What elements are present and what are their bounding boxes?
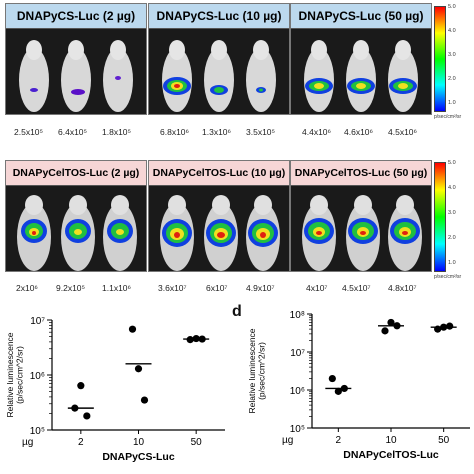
mice-image [19, 40, 133, 112]
value-label: 4.4x10⁶ [302, 127, 332, 137]
data-point [128, 325, 137, 333]
scatter-plot-pycelto: 10⁵ 10⁶ 10⁷ 10⁸ 2 10 50 µg DNAPyCelTOS-Luc Relati… [247, 310, 470, 461]
imaging-panel-bottom-3: DNAPyCelTOS-Luc (50 µg) [290, 160, 432, 272]
x-tick-label: 50 [191, 437, 203, 448]
value-label: 4.5x10⁶ [388, 127, 418, 137]
scale-tick: 2.0 [448, 76, 456, 82]
scale-tick: 3.0 [448, 210, 456, 216]
data-point [381, 327, 389, 335]
y-axis-label: Relative luminescence(p/sec/cm^2/sr) [247, 328, 266, 413]
x-axis-label: DNAPyCelTOS-Luc [343, 449, 439, 461]
color-scale-bar [434, 6, 446, 112]
data-point [77, 382, 85, 390]
scale-tick: 4.0 [448, 185, 456, 191]
value-label: 9.2x10⁵ [56, 283, 86, 293]
data-point [192, 334, 200, 343]
y-tick-label: 10⁷ [30, 316, 45, 327]
mice-image [304, 40, 418, 112]
y-tick-label: 10⁷ [290, 348, 305, 359]
value-label: 3.6x10⁷ [158, 283, 187, 293]
x-tick-label: 2 [78, 437, 84, 448]
value-label: 4.6x10⁶ [344, 127, 374, 137]
panel-title: DNAPyCelTOS-Luc (2 µg) [6, 161, 146, 186]
imaging-panel-bottom-2: DNAPyCelTOS-Luc (10 µg) [148, 160, 290, 272]
data-point [140, 396, 149, 404]
panel-title: DNAPyCS-Luc (10 µg) [149, 4, 289, 29]
color-scale-bar [434, 162, 446, 272]
x-unit-label: µg [22, 437, 33, 448]
panel-title: DNAPyCS-Luc (50 µg) [291, 4, 431, 29]
x-unit-label: µg [282, 435, 293, 446]
scale-tick: 2.0 [448, 235, 456, 241]
scale-unit: p/sec/cm²/sr [434, 274, 462, 280]
scale-tick: 4.0 [448, 28, 456, 34]
y-tick-label: 10⁶ [30, 371, 45, 382]
value-label: 2.5x10⁵ [14, 127, 44, 137]
x-tick-label: 10 [133, 437, 145, 448]
y-tick-label: 10⁶ [290, 386, 305, 397]
value-label: 2x10⁶ [16, 283, 38, 293]
y-tick-label: 10⁵ [30, 426, 45, 437]
color-scale-top: 5.0 4.0 3.0 2.0 1.0 p/sec/cm²/sr [434, 4, 474, 124]
scale-unit: p/sec/cm²/sr [434, 114, 462, 120]
y-tick-label: 10⁵ [290, 424, 305, 435]
panel-title: DNAPyCS-Luc (2 µg) [6, 4, 146, 29]
scale-tick: 1.0 [448, 260, 456, 266]
y-tick-label: 10⁸ [290, 310, 305, 321]
data-point [71, 404, 79, 412]
imaging-panel-bottom-1: DNAPyCelTOS-Luc (2 µg) [5, 160, 147, 272]
value-label: 6x10⁷ [206, 283, 228, 293]
value-label: 4.9x10⁷ [246, 283, 275, 293]
data-point [440, 323, 448, 331]
panel-title: DNAPyCelTOS-Luc (50 µg) [291, 161, 431, 186]
scatter-plot-pycs: 10⁵ 10⁶ 10⁷ 2 10 50 µg DNAPyCS-Luc Relative lumi… [5, 316, 225, 463]
data-point [328, 374, 336, 383]
data-point [387, 318, 395, 327]
data-point [434, 325, 442, 333]
color-scale-bottom: 5.0 4.0 3.0 2.0 1.0 p/sec/cm²/sr [434, 160, 474, 285]
panel-letter: d [232, 303, 242, 320]
panel-title: DNAPyCelTOS-Luc (10 µg) [149, 161, 289, 186]
value-label: 1.3x10⁶ [202, 127, 232, 137]
value-label: 6.4x10⁵ [58, 127, 88, 137]
x-axis-label: DNAPyCS-Luc [102, 451, 175, 463]
data-point [83, 412, 91, 420]
value-label: 3.5x10⁵ [246, 127, 276, 137]
imaging-panel-top-1: DNAPyCS-Luc (2 µg) [5, 3, 147, 115]
imaging-panel-top-2: DNAPyCS-Luc (10 µg) [148, 3, 290, 115]
data-point [340, 384, 348, 393]
mice-image [162, 40, 276, 112]
value-label: 4x10⁷ [306, 283, 328, 293]
data-point [334, 387, 342, 395]
value-label: 4.5x10⁷ [342, 283, 371, 293]
value-label: 6.8x10⁶ [160, 127, 190, 137]
y-axis-label: Relative luminescence(p/sec/cm^2/sr) [5, 332, 24, 417]
scale-tick: 5.0 [448, 160, 456, 166]
data-point [393, 322, 401, 330]
x-tick-label: 50 [438, 435, 450, 446]
data-point [134, 365, 143, 373]
imaging-panel-top-3: DNAPyCS-Luc (50 µg) [290, 3, 432, 115]
scale-tick: 1.0 [448, 100, 456, 106]
mice-image [302, 195, 422, 271]
x-tick-label: 2 [336, 435, 342, 446]
x-tick-label: 10 [385, 435, 397, 446]
scale-tick: 5.0 [448, 4, 456, 10]
mice-image [17, 195, 137, 271]
data-point [446, 322, 454, 330]
value-label: 4.8x10⁷ [388, 283, 417, 293]
data-point [186, 336, 194, 344]
mice-image [160, 195, 280, 271]
data-point [198, 335, 206, 343]
value-label: 1.8x10⁵ [102, 127, 132, 137]
value-label: 1.1x10⁶ [102, 283, 132, 293]
scale-tick: 3.0 [448, 52, 456, 58]
